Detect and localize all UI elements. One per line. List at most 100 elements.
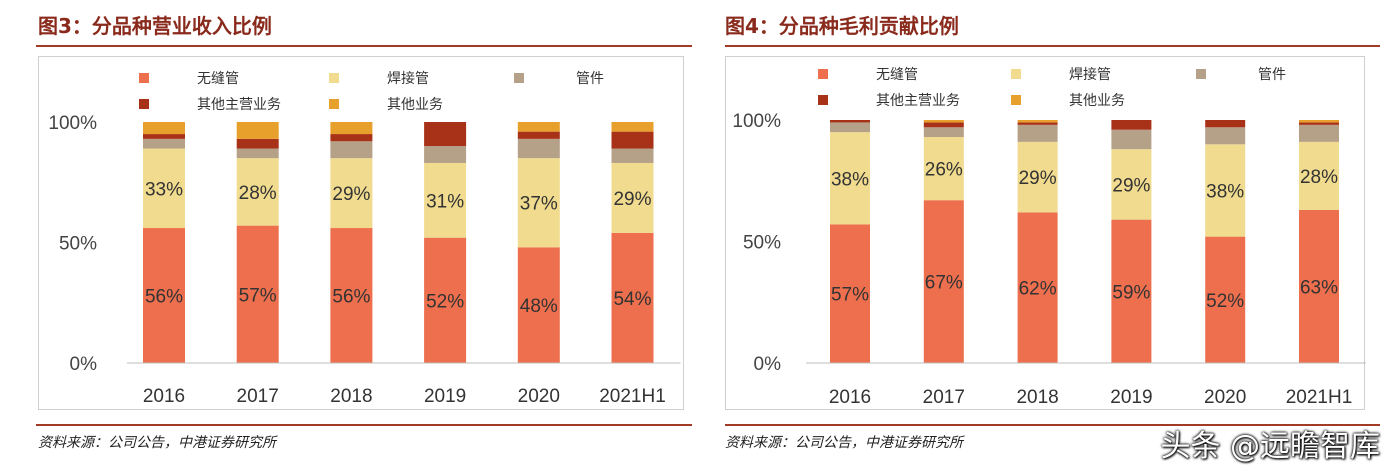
bar-segment: [1299, 124, 1339, 142]
legend-label: 其他主营业务: [197, 96, 281, 112]
bar-segment: [236, 225, 279, 363]
bar-segment: [143, 122, 185, 135]
bar-segment: [830, 132, 870, 225]
bar-segment: [830, 122, 870, 133]
bar-segment: [611, 162, 654, 233]
bar-segment: [611, 131, 654, 149]
x-tick-label: 2021H1: [599, 386, 666, 407]
legend-swatch: [514, 73, 524, 83]
bar-segment: [330, 158, 373, 229]
data-label: 28%: [1300, 167, 1338, 188]
data-label: 38%: [831, 169, 869, 190]
legend-label: 无缝管: [876, 66, 918, 82]
figure-title: 图3：分品种营业收入比例: [38, 14, 272, 38]
bar-segment: [1205, 120, 1246, 128]
legend-swatch: [139, 99, 149, 109]
x-tick-label: 2020: [518, 386, 560, 407]
y-tick-label: 0%: [70, 354, 98, 375]
bar-segment: [517, 131, 560, 139]
x-tick-label: 2016: [143, 386, 185, 407]
bar-segment: [830, 224, 870, 363]
bar-segment: [330, 122, 373, 135]
data-label: 48%: [520, 296, 558, 317]
bar-segment: [1111, 219, 1152, 363]
x-tick-label: 2018: [330, 386, 372, 407]
bar-segment: [1205, 127, 1246, 145]
title-divider: [36, 45, 692, 47]
data-label: 62%: [1019, 279, 1057, 300]
legend-label: 焊接管: [387, 70, 429, 86]
x-tick-label: 2020: [1204, 387, 1246, 408]
y-tick-label: 100%: [48, 113, 97, 134]
bar-segment: [424, 162, 467, 238]
bar-segment: [830, 120, 870, 123]
bar-segment: [517, 138, 560, 159]
legend-swatch: [329, 99, 339, 109]
bar-segment: [1299, 120, 1339, 123]
legend-label: 管件: [1258, 66, 1286, 82]
y-tick-label: 0%: [754, 354, 782, 375]
bar-segment: [517, 247, 560, 363]
bar-segment: [1111, 149, 1152, 220]
x-tick-label: 2016: [829, 387, 871, 408]
bar-segment: [1111, 120, 1152, 130]
source-divider: [725, 424, 1380, 426]
data-label: 29%: [613, 189, 651, 210]
x-tick-label: 2019: [1110, 387, 1152, 408]
bar-segment: [424, 237, 467, 363]
legend-swatch: [329, 73, 339, 83]
data-label: 37%: [520, 194, 558, 215]
bar-segment: [611, 148, 654, 163]
chart-frame: 无缝管 焊接管 管件 其他主营业务 其他业务 0% 50% 100% 56% 33% 2016 57%…: [38, 56, 684, 410]
chart-frame: 无缝管 焊接管 管件 其他主营业务 其他业务 0% 50% 100% 57% 38% 2016 67%…: [725, 56, 1366, 410]
bar-segment: [517, 158, 560, 248]
bar-segment: [1299, 141, 1339, 210]
bar-segment: [143, 228, 185, 363]
bar-segment: [1017, 122, 1058, 125]
bar-segment: [143, 148, 185, 229]
y-tick-label: 50%: [59, 234, 97, 255]
source-divider: [36, 424, 692, 426]
legend-swatch: [1196, 69, 1206, 79]
gross-profit-chart-panel: 图4：分品种毛利贡献比例 无缝管 焊接管 管件 其他主营业务 其他业务 0% 50% 100%…: [725, 0, 1394, 473]
source-note: 资料来源：公司公告，中港证券研究所: [725, 435, 963, 451]
x-tick-label: 2019: [424, 386, 466, 407]
legend-swatch: [139, 73, 149, 83]
data-label: 29%: [332, 184, 370, 205]
bar-segment: [143, 134, 185, 139]
data-label: 28%: [239, 183, 277, 204]
y-tick-label: 100%: [732, 111, 781, 132]
data-label: 59%: [1112, 282, 1150, 303]
legend-label: 焊接管: [1069, 66, 1111, 82]
bar-segment: [330, 141, 373, 159]
legend-swatch: [818, 69, 828, 79]
bar-segment: [236, 122, 279, 139]
bar-segment: [923, 122, 964, 128]
bar-segment: [143, 138, 185, 149]
bar-segment: [424, 146, 467, 163]
bar-segment: [611, 122, 654, 132]
data-label: 26%: [925, 160, 963, 181]
bar-segment: [1017, 141, 1058, 213]
x-tick-label: 2021H1: [1286, 387, 1353, 408]
bar-segment: [923, 200, 964, 363]
legend-label: 无缝管: [197, 70, 239, 86]
bar-segment: [517, 122, 560, 132]
x-tick-label: 2018: [1016, 387, 1058, 408]
bar-segment: [236, 148, 279, 159]
bar-segment: [236, 138, 279, 149]
legend-swatch: [818, 95, 828, 105]
legend-label: 管件: [576, 70, 604, 86]
bar-segment: [1299, 122, 1339, 125]
bar-segment: [923, 127, 964, 138]
data-label: 63%: [1300, 277, 1338, 298]
legend-label: 其他业务: [387, 96, 443, 112]
source-note: 资料来源：公司公告，中港证券研究所: [38, 435, 276, 451]
y-tick-label: 50%: [743, 233, 781, 254]
bar-segment: [1017, 120, 1058, 123]
data-label: 57%: [239, 285, 277, 306]
figure-title: 图4：分品种毛利贡献比例: [725, 14, 959, 38]
legend-swatch: [1011, 69, 1021, 79]
